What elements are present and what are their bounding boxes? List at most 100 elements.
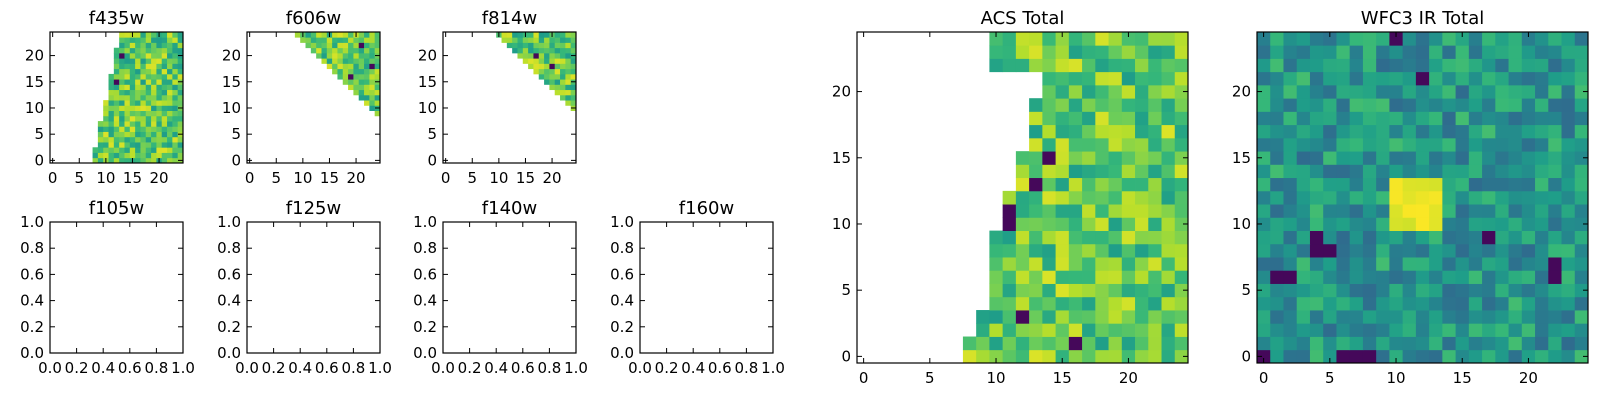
heatmap-cell [1508,283,1523,298]
heatmap-cell [1561,151,1576,165]
heatmap-cell [1121,204,1136,218]
heatmap-cell [1349,84,1364,99]
axes-frame [49,221,184,354]
heatmap-cell [1148,323,1162,337]
heatmap-cell [172,52,179,59]
heatmap-cell [522,42,529,49]
heatmap-cell [1270,71,1284,86]
heatmap-cell [305,42,312,49]
heatmap-cell [151,37,157,43]
heatmap-cell [1495,323,1509,337]
heatmap-cell [177,73,184,80]
heatmap-cell [1323,243,1337,258]
heatmap-cell [1015,323,1030,337]
heatmap-cell [1415,310,1430,324]
heatmap-cell [554,68,561,75]
heatmap-cell [156,136,163,143]
heatmap-cell [565,42,572,49]
heatmap-cell [140,147,147,153]
heatmap-cell [1415,217,1430,231]
heatmap-cell [1468,257,1483,271]
heatmap-cell [1029,270,1043,284]
heatmap-cell [135,89,141,96]
heatmap-cell [135,58,141,64]
heatmap-cell [1068,98,1083,112]
heatmap-cell [1323,270,1337,284]
heatmap-cell [1561,257,1576,271]
heatmap-cell [989,349,1004,364]
heatmap-cell [565,100,572,106]
heatmap-cell [1323,32,1337,46]
heatmap-cell [113,126,120,132]
heatmap-cell [1055,71,1070,86]
heatmap-cell [337,37,344,43]
heatmap-cell [1574,58,1589,73]
heatmap-cell [1174,32,1189,46]
y-tick-label: 0.2 [217,318,241,336]
heatmap-cell [1042,151,1056,165]
heatmap-cell [1455,217,1470,231]
heatmap-cell [1283,349,1298,364]
heatmap-cell [1468,204,1483,218]
heatmap-cell [1376,58,1390,73]
heatmap-cell [177,47,184,54]
heatmap-cell [103,147,109,153]
heatmap-cell [1415,336,1430,351]
heatmap-cell [1349,45,1364,59]
heatmap-cell [1415,204,1430,218]
heatmap-cell [1362,71,1377,86]
heatmap-cell [113,157,120,164]
heatmap-cell [1174,270,1189,284]
heatmap-cell [140,47,147,54]
heatmap-cell [140,157,147,164]
heatmap-cell [1349,323,1364,337]
heatmap-cell [1002,257,1017,271]
heatmap-cell [962,349,977,364]
y-tick-label: 0.0 [413,344,437,362]
x-tick-label: 10 [986,369,1005,387]
heatmap-cell [1270,164,1284,179]
heatmap-cell [369,94,376,101]
heatmap-cell [1095,164,1109,179]
heatmap-cell [140,142,147,148]
heatmap-cell [1135,323,1149,337]
x-tick-label: 0.2 [262,359,286,377]
heatmap-cell [321,52,328,59]
heatmap-cell [1082,137,1096,152]
heatmap-cell [1309,190,1324,205]
y-tick-label: 10 [418,99,437,117]
heatmap-cell [1468,124,1483,139]
heatmap-cell [1135,296,1149,311]
heatmap-cell [113,152,120,159]
heatmap-cell [1442,84,1456,99]
heatmap-cell [1455,84,1470,99]
x-tick-label: 0.8 [734,359,758,377]
heatmap-cell [156,110,163,117]
heatmap-cell [1068,164,1083,179]
heatmap-cell [1561,177,1576,192]
heatmap-cell [1029,296,1043,311]
heatmap-cell [1283,296,1298,311]
heatmap-cell [151,52,157,59]
heatmap-cell [1270,190,1284,205]
heatmap-cell [1349,151,1364,165]
heatmap-cell [1082,177,1096,192]
heatmap-cell [161,37,168,43]
heatmap-cell [1148,32,1162,46]
heatmap-cell [1055,84,1070,99]
heatmap-cell [1336,283,1351,298]
heatmap-cell [1389,257,1404,271]
heatmap-cell [1296,336,1311,351]
heatmap-cell [1349,190,1364,205]
heatmap-cell [135,37,141,43]
heatmap-cell [113,63,120,70]
heatmap-cell [156,142,163,148]
heatmap-cell [140,73,147,80]
heatmap-cell [1015,151,1030,165]
heatmap-cell [1296,243,1311,258]
heatmap-cell [1309,257,1324,271]
heatmap-cell [1257,257,1271,271]
heatmap-cell [1336,204,1351,218]
heatmap-cell [140,52,147,59]
heatmap-cell [332,52,338,59]
